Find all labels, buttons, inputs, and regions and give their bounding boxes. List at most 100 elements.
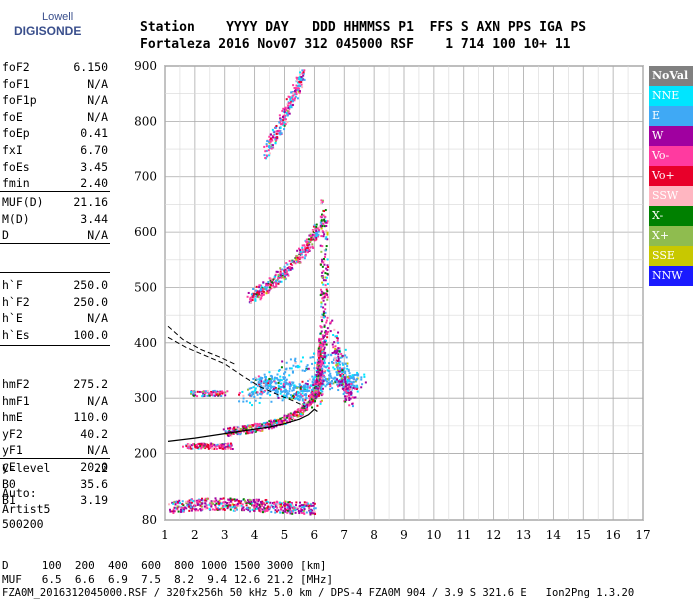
- param-name: foF2: [2, 60, 30, 74]
- echo-point: [270, 400, 273, 403]
- echo-point: [323, 369, 326, 372]
- echo-point: [236, 504, 239, 507]
- echo-point: [348, 375, 351, 378]
- echo-point: [314, 239, 317, 242]
- echo-point: [242, 394, 245, 397]
- echo-point: [321, 341, 324, 344]
- echo-point: [274, 142, 277, 145]
- echo-point: [267, 140, 270, 143]
- echo-point: [283, 385, 286, 388]
- echo-point: [251, 430, 254, 433]
- echo-point: [258, 392, 261, 395]
- echo-point: [200, 446, 203, 449]
- echo-point: [229, 430, 232, 433]
- echo-point: [321, 375, 324, 378]
- echo-point: [259, 289, 262, 292]
- echo-point: [292, 364, 295, 367]
- echo-point: [284, 109, 287, 112]
- param-row: foEp 0.41: [2, 126, 108, 143]
- echo-point: [208, 394, 211, 397]
- echo-point: [286, 121, 289, 124]
- param-row: fxI 6.70: [2, 143, 108, 160]
- echo-point: [246, 295, 249, 298]
- echo-point: [319, 359, 322, 362]
- echo-point: [273, 285, 276, 288]
- echo-point: [296, 261, 299, 264]
- echo-point: [298, 78, 301, 81]
- echo-point: [221, 497, 224, 500]
- echo-point: [321, 260, 324, 263]
- echo-point: [323, 316, 326, 319]
- echo-point: [295, 91, 298, 94]
- echo-point: [323, 324, 326, 327]
- echo-point: [252, 386, 255, 389]
- echo-point: [308, 234, 311, 237]
- echo-point: [313, 386, 316, 389]
- echo-point: [186, 504, 189, 507]
- echo-point: [254, 389, 257, 392]
- echo-point: [336, 364, 339, 367]
- echo-point: [319, 348, 322, 351]
- echo-point: [288, 381, 291, 384]
- echo-point: [326, 233, 329, 236]
- echo-point: [233, 500, 236, 503]
- echo-point: [275, 138, 278, 141]
- echo-point: [305, 504, 308, 507]
- echo-point: [260, 377, 263, 380]
- echo-point: [293, 91, 296, 94]
- echo-point: [250, 424, 253, 427]
- echo-point: [229, 442, 232, 445]
- echo-point: [315, 390, 318, 393]
- echo-point: [317, 233, 320, 236]
- echo-point: [187, 505, 190, 508]
- echo-point: [224, 445, 227, 448]
- param-name: foEp: [2, 126, 30, 141]
- echo-point: [305, 501, 308, 504]
- echo-point: [237, 499, 240, 502]
- echo-point: [227, 442, 230, 445]
- param-row: hmF2 275.2: [2, 377, 108, 394]
- echo-point: [337, 370, 340, 373]
- echo-point: [312, 352, 315, 355]
- echo-point: [258, 291, 261, 294]
- echo-point: [268, 388, 271, 391]
- echo-point: [297, 509, 300, 512]
- echo-point: [313, 234, 316, 237]
- echo-point: [209, 392, 212, 395]
- echo-point: [296, 366, 299, 369]
- echo-point: [296, 256, 299, 259]
- echo-point: [225, 431, 228, 434]
- echo-point: [267, 387, 270, 390]
- echo-point: [284, 118, 287, 121]
- echo-point: [200, 498, 203, 501]
- echo-point: [268, 144, 271, 147]
- echo-point: [267, 291, 270, 294]
- echo-point: [285, 270, 288, 273]
- echo-point: [228, 432, 231, 435]
- echo-point: [311, 399, 314, 402]
- echo-point: [343, 376, 346, 379]
- echo-point: [256, 422, 259, 425]
- y-tick-label: 300: [134, 391, 157, 405]
- echo-point: [275, 124, 278, 127]
- echo-point: [320, 337, 323, 340]
- echo-point: [309, 233, 312, 236]
- echo-point: [172, 508, 175, 511]
- echo-point: [329, 321, 332, 324]
- legend-item-vo: Vo+: [649, 166, 693, 186]
- param-row: foEs 3.45: [2, 160, 108, 177]
- echo-point: [304, 405, 307, 408]
- echo-point: [254, 298, 257, 301]
- echo-point: [218, 393, 221, 396]
- echo-point: [275, 421, 278, 424]
- echo-point: [325, 292, 328, 295]
- echo-point: [265, 284, 268, 287]
- echo-point: [328, 374, 331, 377]
- echo-point: [252, 292, 255, 295]
- echo-point: [177, 502, 180, 505]
- echo-point: [282, 121, 285, 124]
- echo-point: [294, 504, 297, 507]
- echo-point: [288, 367, 291, 370]
- echo-point: [217, 391, 220, 394]
- echo-point: [290, 416, 293, 419]
